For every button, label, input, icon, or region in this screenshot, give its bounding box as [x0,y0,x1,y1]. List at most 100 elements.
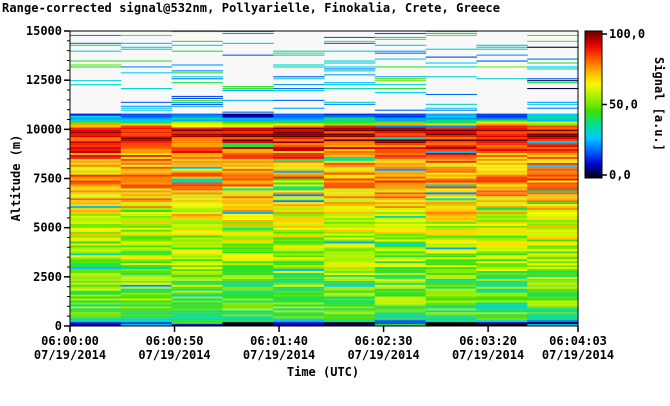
heatmap-cell [222,276,274,279]
heatmap-cell [324,101,376,103]
heatmap-cell [120,194,173,197]
chart-title: Range-corrected signal@532nm, Pollyariel… [2,1,501,15]
heatmap-cell [324,215,376,218]
heatmap-cell [374,158,427,161]
heatmap-cell [425,272,477,275]
heatmap-cell [273,312,325,315]
heatmap-cell [70,156,122,159]
heatmap-cell [425,290,477,293]
heatmap-cell [425,217,477,220]
heatmap-cell [476,245,528,248]
heatmap-cell [374,268,427,271]
heatmap-cell [120,143,173,146]
heatmap-cell [374,66,427,68]
heatmap-cell [476,274,528,277]
heatmap-cell [324,229,376,232]
heatmap-cell [425,302,477,305]
heatmap-cell [374,88,427,90]
heatmap-cell [527,314,579,317]
heatmap-cell [425,324,477,327]
heatmap-cell [171,103,223,105]
heatmap-cell [476,251,528,254]
heatmap-cell [527,251,579,254]
heatmap-cell [273,229,325,232]
heatmap-cell [425,117,477,120]
heatmap-cell [527,58,579,60]
heatmap-cell [171,139,223,142]
heatmap-cell [527,211,579,214]
heatmap-cell [70,288,122,291]
heatmap-cell [70,131,122,134]
heatmap-cell [222,308,274,311]
y-tick-label: 7500 [33,172,62,186]
heatmap-cell [70,227,122,230]
heatmap-cell [222,172,274,175]
heatmap-cell [476,268,528,271]
heatmap-cell [324,84,376,86]
heatmap-cell [273,223,325,226]
heatmap-cells [70,31,579,327]
heatmap-cell [527,290,579,293]
heatmap-cell [324,190,376,193]
heatmap-cell [374,190,427,193]
heatmap-cell [425,156,477,159]
heatmap-cell [222,221,274,224]
heatmap-cell [70,320,122,323]
heatmap-cell [273,237,325,240]
y-tick-label: 15000 [26,24,62,38]
heatmap-cell [527,113,579,116]
heatmap-cell [527,154,579,157]
heatmap-cell [171,270,223,273]
heatmap-cell [171,141,223,144]
heatmap-cell [70,243,122,246]
heatmap-cell [527,145,579,148]
heatmap-cell [120,123,173,126]
heatmap-cell [171,162,223,165]
heatmap-cell [171,149,223,152]
heatmap-cell [171,64,223,66]
heatmap-cell [222,162,274,165]
heatmap-cell [120,241,173,244]
heatmap-cell [120,324,173,327]
heatmap-cell [476,225,528,228]
heatmap-cell [273,172,325,175]
heatmap-cell [70,168,122,171]
heatmap-cell [476,286,528,289]
heatmap-cell [222,274,274,277]
heatmap-cell [527,270,579,273]
heatmap-cell [222,316,274,319]
heatmap-cell [171,125,223,128]
heatmap-cell [70,133,122,136]
heatmap-cell [120,109,173,111]
heatmap-cell [171,172,223,175]
heatmap-cell [120,308,173,311]
heatmap-cell [527,172,579,175]
heatmap-cell [222,211,274,214]
heatmap-cell [374,265,427,268]
heatmap-cell [120,164,173,167]
heatmap-cell [324,265,376,268]
heatmap-cell [222,219,274,222]
heatmap-cell [273,198,325,201]
heatmap-cell [425,282,477,285]
heatmap-cell [527,292,579,295]
heatmap-cell [374,239,427,242]
heatmap-cell [273,200,325,203]
heatmap-cell [324,156,376,159]
heatmap-cell [120,219,173,222]
heatmap-cell [222,143,274,146]
heatmap-cell [273,196,325,199]
heatmap-cell [70,290,122,293]
heatmap-cell [374,117,427,120]
heatmap-cell [273,88,325,90]
heatmap-cell [222,127,274,130]
heatmap-cell [527,272,579,275]
heatmap-cell [120,42,173,44]
heatmap-cell [527,46,579,48]
heatmap-cell [324,88,376,90]
heatmap-cell [324,141,376,144]
heatmap-cell [374,278,427,281]
heatmap-cell [324,188,376,191]
heatmap-cell [222,318,274,321]
heatmap-cell [324,219,376,222]
